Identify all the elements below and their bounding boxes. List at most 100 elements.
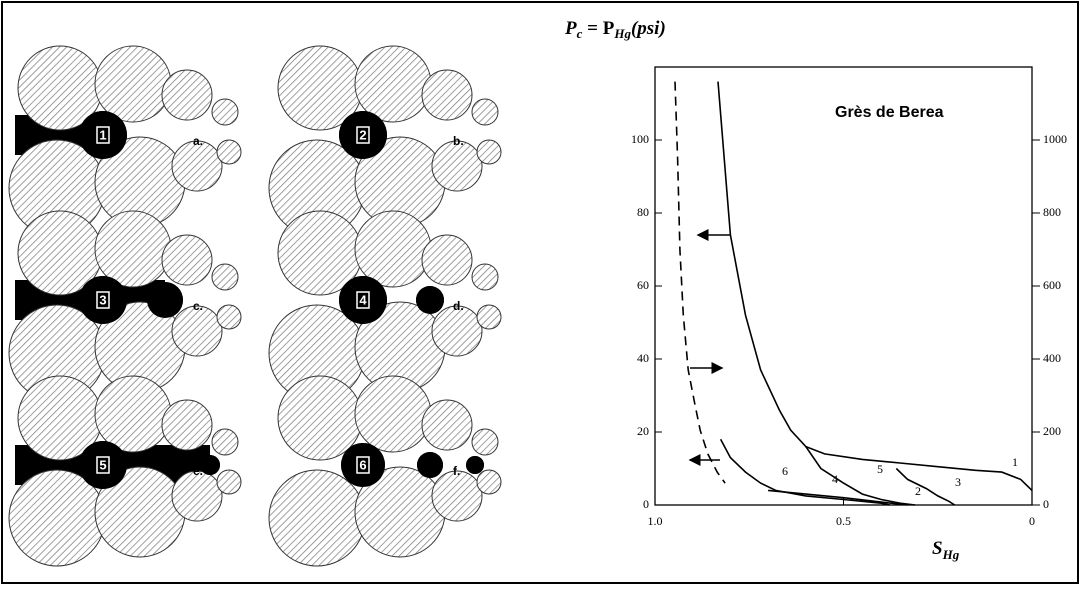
y2-tick-label: 200 bbox=[1043, 424, 1061, 438]
curve bbox=[805, 446, 916, 506]
plot-frame bbox=[654, 66, 1033, 506]
mercury bbox=[416, 286, 444, 314]
grain bbox=[476, 304, 502, 330]
curve bbox=[895, 467, 956, 506]
panel-letter: c. bbox=[193, 299, 203, 313]
grain bbox=[431, 470, 483, 522]
curve bbox=[674, 81, 726, 484]
curve-label: 1 bbox=[1012, 455, 1018, 469]
grain bbox=[94, 375, 172, 453]
panel-number: 2 bbox=[359, 127, 366, 142]
panel-letter: e. bbox=[193, 464, 203, 478]
annotation: Grès de Berea bbox=[835, 104, 944, 121]
grain bbox=[421, 399, 473, 451]
mercury bbox=[466, 456, 484, 474]
title-part: Hg bbox=[613, 26, 631, 41]
mercury bbox=[147, 282, 183, 318]
pore-diagrams: 1 a. 2 b. 3 c. 4 d. 5 e. 6 f. bbox=[8, 45, 502, 567]
curve-label: 2 bbox=[915, 484, 921, 498]
number-box bbox=[356, 291, 370, 309]
grain bbox=[216, 469, 242, 495]
panel-letter: a. bbox=[193, 134, 203, 148]
grain bbox=[216, 304, 242, 330]
y2-tick-label: 600 bbox=[1043, 278, 1061, 292]
y2-tick-label: 1000 bbox=[1043, 132, 1067, 146]
grain bbox=[161, 234, 213, 286]
pore-panel: 2 b. bbox=[268, 45, 502, 237]
grain bbox=[211, 98, 239, 126]
title-part: P bbox=[564, 18, 577, 39]
y-tick-label: 100 bbox=[631, 132, 649, 146]
y-tick-label: 0 bbox=[643, 497, 649, 511]
curve-label: 5 bbox=[877, 462, 883, 476]
y2-tick-label: 0 bbox=[1043, 497, 1049, 511]
x-tick-label: 1.0 bbox=[648, 514, 663, 528]
curve-label: 3 bbox=[955, 475, 961, 489]
panel-letter: b. bbox=[453, 134, 464, 148]
pore-panel: 6 f. bbox=[268, 375, 502, 567]
title-part: (psi) bbox=[631, 18, 666, 39]
panel-letter: f. bbox=[453, 464, 460, 478]
pore-panel: 1 a. bbox=[8, 45, 242, 237]
pore-panel: 3 c. bbox=[8, 210, 242, 402]
panel-number: 5 bbox=[99, 457, 106, 472]
grain bbox=[211, 428, 239, 456]
chart: Pc = PHg(psi) SHg Grès de Berea 02040608… bbox=[564, 18, 1067, 562]
number-box bbox=[96, 456, 110, 474]
curve bbox=[768, 489, 908, 506]
grain bbox=[471, 428, 499, 456]
number-box bbox=[356, 456, 370, 474]
y-tick-label: 60 bbox=[637, 278, 649, 292]
grain bbox=[421, 69, 473, 121]
grain bbox=[476, 469, 502, 495]
panel-letter: d. bbox=[453, 299, 464, 313]
grain bbox=[354, 45, 432, 123]
panel-number: 3 bbox=[99, 292, 106, 307]
pore-panel: 4 d. bbox=[268, 210, 502, 402]
grain bbox=[94, 210, 172, 288]
grain bbox=[268, 469, 366, 567]
grain bbox=[211, 263, 239, 291]
grain bbox=[354, 210, 432, 288]
number-box bbox=[356, 126, 370, 144]
grain bbox=[354, 375, 432, 453]
grain bbox=[216, 139, 242, 165]
label-part: Hg bbox=[942, 547, 960, 562]
grain bbox=[471, 263, 499, 291]
mercury bbox=[200, 455, 220, 475]
grain bbox=[431, 305, 483, 357]
curve-label: 4 bbox=[832, 472, 838, 486]
pore-panel: 5 e. bbox=[8, 375, 242, 567]
number-box bbox=[96, 291, 110, 309]
x-axis-label: SHg bbox=[932, 538, 960, 562]
title-part: c bbox=[577, 26, 583, 41]
label-part: S bbox=[932, 538, 943, 559]
grain bbox=[94, 45, 172, 123]
mercury bbox=[417, 452, 443, 478]
grain bbox=[161, 399, 213, 451]
grain bbox=[476, 139, 502, 165]
grain bbox=[161, 69, 213, 121]
panel-number: 1 bbox=[99, 127, 106, 142]
y2-tick-label: 400 bbox=[1043, 351, 1061, 365]
number-box bbox=[96, 126, 110, 144]
title-part: = P bbox=[582, 18, 614, 39]
x-tick-label: 0 bbox=[1029, 514, 1035, 528]
curve-label: 6 bbox=[782, 464, 788, 478]
y-tick-label: 20 bbox=[637, 424, 649, 438]
grain bbox=[421, 234, 473, 286]
panel-number: 6 bbox=[359, 457, 366, 472]
chart-title: Pc = PHg(psi) bbox=[564, 18, 666, 41]
y-tick-label: 40 bbox=[637, 351, 649, 365]
panel-number: 4 bbox=[359, 292, 367, 307]
grain bbox=[471, 98, 499, 126]
grain bbox=[171, 140, 223, 192]
y2-tick-label: 800 bbox=[1043, 205, 1061, 219]
grain bbox=[171, 305, 223, 357]
grain bbox=[431, 140, 483, 192]
y-tick-label: 80 bbox=[637, 205, 649, 219]
grain bbox=[171, 470, 223, 522]
x-tick-label: 0.5 bbox=[836, 514, 851, 528]
